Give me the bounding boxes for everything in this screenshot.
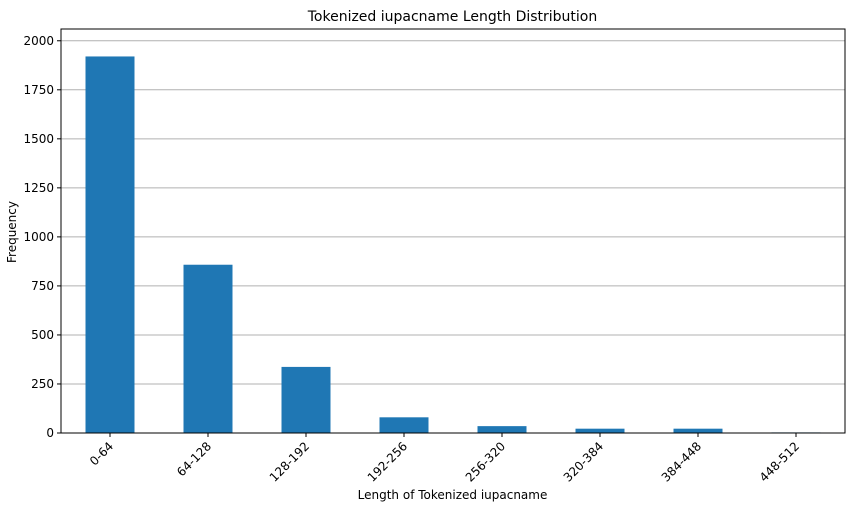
y-axis-label: Frequency <box>5 201 19 263</box>
y-tick-label: 500 <box>31 328 54 342</box>
x-tick-label: 448-512 <box>757 439 802 484</box>
x-axis-label: Length of Tokenized iupacname <box>358 488 548 502</box>
x-tick-label: 256-320 <box>463 439 508 484</box>
x-tick-label: 192-256 <box>365 439 410 484</box>
plot-frame <box>60 28 846 434</box>
y-tick-label: 1250 <box>23 181 54 195</box>
y-tick-label: 2000 <box>23 34 54 48</box>
gridlines <box>61 40 845 385</box>
bar-0-64 <box>85 56 135 434</box>
x-tick-label: 320-384 <box>561 439 606 484</box>
x-tick-label: 64-128 <box>174 439 214 479</box>
x-axis-ticks: 0-64 64-128 128-192 192-256 256-320 320-384 38… <box>87 433 802 485</box>
bar-64-128 <box>183 264 233 433</box>
y-tick-label: 1000 <box>23 230 54 244</box>
bar-128-192 <box>281 366 331 433</box>
y-tick-label: 1500 <box>23 132 54 146</box>
bar-192-256 <box>379 417 429 433</box>
x-tick-label: 0-64 <box>87 439 116 468</box>
y-tick-label: 250 <box>31 377 54 391</box>
x-tick-label: 384-448 <box>659 439 704 484</box>
bar-384-448 <box>673 428 723 433</box>
y-tick-label: 0 <box>46 426 54 440</box>
x-tick-label: 128-192 <box>267 439 312 484</box>
bar-256-320 <box>477 426 527 433</box>
chart-title: Tokenized iupacname Length Distribution <box>307 9 598 25</box>
y-tick-label: 1750 <box>23 83 54 97</box>
bar-320-384 <box>575 428 625 433</box>
bars <box>85 56 821 434</box>
y-axis-ticks: 0 250 500 750 1000 1250 1500 1750 2000 <box>23 34 61 440</box>
y-tick-label: 750 <box>31 279 54 293</box>
